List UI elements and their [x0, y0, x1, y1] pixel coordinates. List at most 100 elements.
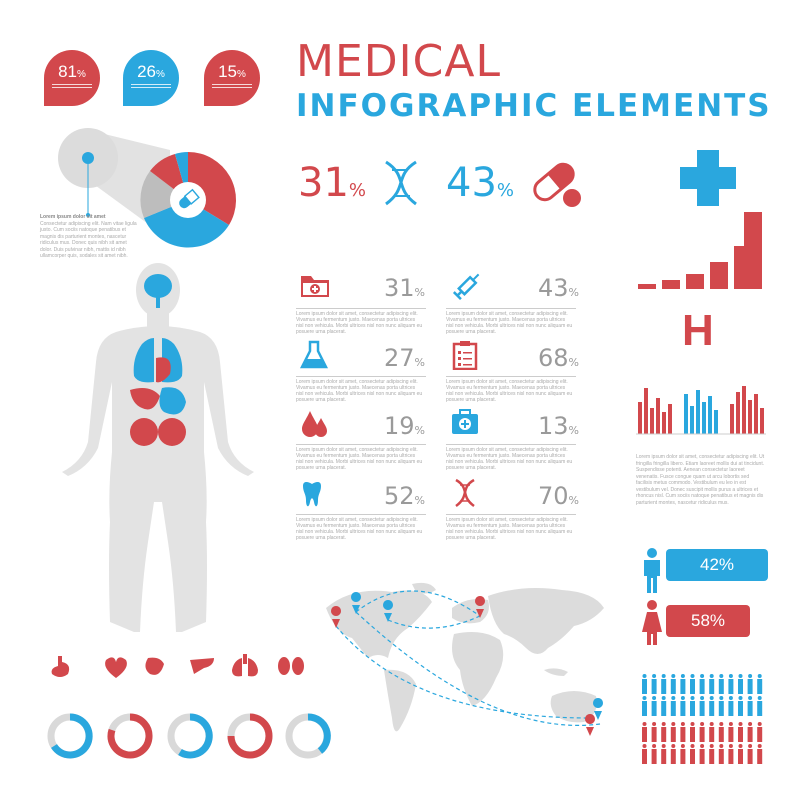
male-person-icon [670, 696, 676, 716]
pie-caption-heading: Lorem ipsum dolor sit amet [40, 214, 106, 220]
male-person-icon [680, 696, 686, 716]
pie [140, 152, 237, 248]
male-person-icon [642, 674, 647, 694]
donut-2 [107, 713, 153, 759]
female-person-icon [699, 744, 705, 764]
dna-icon [455, 478, 475, 508]
percent-drop-3: 15% [204, 50, 260, 106]
intestine-right [158, 418, 186, 446]
left-lung [133, 338, 154, 383]
human-body-figure [62, 263, 254, 632]
right-paragraph: Lorem ipsum dolor sit amet, consectetur … [636, 454, 765, 506]
male-person-icon [699, 696, 705, 716]
headline-stat-unit: % [348, 180, 367, 201]
pie-slice-blue [144, 200, 229, 248]
lungs-icon [232, 654, 258, 677]
stat-grid: 31% Lorem ipsum dolor sit amet, consecte… [296, 268, 586, 546]
kidneys-icon [278, 657, 304, 675]
headline-stat-1: 31% [298, 160, 366, 206]
pie-slice-gray [140, 171, 188, 218]
title-line-1: MEDICAL [296, 36, 501, 87]
male-person-icon [747, 696, 753, 716]
female-person-icon [651, 722, 657, 742]
tooth-icon [303, 482, 321, 507]
heart-organ [156, 357, 171, 383]
stat-text: Lorem ipsum dolor sit amet, consectetur … [296, 517, 423, 541]
male-person-icon [642, 696, 647, 716]
divider [296, 444, 426, 445]
world-map [326, 582, 604, 736]
female-person-icon [747, 744, 753, 764]
male-person-icon [661, 696, 667, 716]
stat-number: 19 [384, 412, 415, 440]
female-person-icon [642, 722, 647, 742]
medical-cross-icon [680, 150, 736, 206]
female-person-icon [690, 722, 695, 742]
female-person-icon [709, 744, 715, 764]
clipboard-icon [452, 341, 478, 370]
female-percentage-pill: 58% [666, 605, 750, 637]
female-person-icon [680, 744, 686, 764]
divider [446, 308, 576, 309]
liver-icon [145, 657, 164, 675]
stat-number: 13 [538, 412, 569, 440]
male-person-icon [670, 674, 676, 694]
stat-text: Lorem ipsum dolor sit amet, consectetur … [446, 311, 573, 335]
donut-5 [285, 713, 331, 759]
drop-unit: % [77, 69, 86, 80]
male-person-icon [709, 674, 715, 694]
stat-text: Lorem ipsum dolor sit amet, consectetur … [296, 379, 423, 403]
stat-number: 52 [384, 482, 415, 510]
divider [296, 376, 426, 377]
map-pins [331, 592, 604, 736]
drop-value: 26 [137, 62, 156, 81]
flask-icon [300, 340, 328, 369]
female-person-icon [728, 722, 734, 742]
female-person-icon [680, 722, 686, 742]
organ-icon-row [51, 654, 304, 678]
percent-drop-1: 81% [44, 50, 100, 106]
stat-unit: % [414, 356, 425, 369]
people-grid [642, 674, 763, 764]
stat-text: Lorem ipsum dolor sit amet, consectetur … [446, 447, 573, 471]
male-person-icon [747, 674, 753, 694]
stomach-icon [51, 656, 70, 677]
pie-caption: Lorem ipsum dolor sit amet Consectetur a… [40, 214, 140, 260]
stat-value: 70% [538, 482, 579, 510]
stat-number: 68 [538, 344, 569, 372]
hospital-letter: H [682, 306, 714, 355]
medical-folder-icon [301, 276, 329, 297]
drop-value: 15 [218, 62, 237, 81]
stat-value: 52% [384, 482, 425, 510]
drop-value: 81 [58, 62, 77, 81]
stat-value: 27% [384, 344, 425, 372]
stat-text: Lorem ipsum dolor sit amet, consectetur … [446, 379, 573, 403]
male-person-icon [738, 696, 743, 716]
stat-unit: % [414, 494, 425, 507]
liver-organ [130, 388, 160, 410]
male-person-icon [718, 696, 724, 716]
stat-unit: % [568, 494, 579, 507]
female-person-icon [661, 722, 667, 742]
female-person-icon [757, 722, 763, 742]
male-person-icon [651, 674, 657, 694]
male-person-icon [690, 696, 695, 716]
male-person-icon [651, 696, 657, 716]
male-person-icon [738, 674, 743, 694]
female-person-icon [690, 744, 695, 764]
female-person-icon [709, 722, 715, 742]
female-person-icon [670, 744, 676, 764]
stat-unit: % [414, 286, 425, 299]
female-person-icon [718, 722, 724, 742]
stat-number: 43 [538, 274, 569, 302]
stat-value: 68% [538, 344, 579, 372]
divider [296, 514, 426, 515]
stat-unit: % [568, 424, 579, 437]
male-person-icon [690, 674, 695, 694]
male-person-icon [757, 674, 763, 694]
pill-icon [533, 162, 581, 207]
dna-icon [385, 160, 417, 206]
male-icon [644, 548, 660, 593]
divider [296, 308, 426, 309]
male-person-icon [699, 674, 705, 694]
